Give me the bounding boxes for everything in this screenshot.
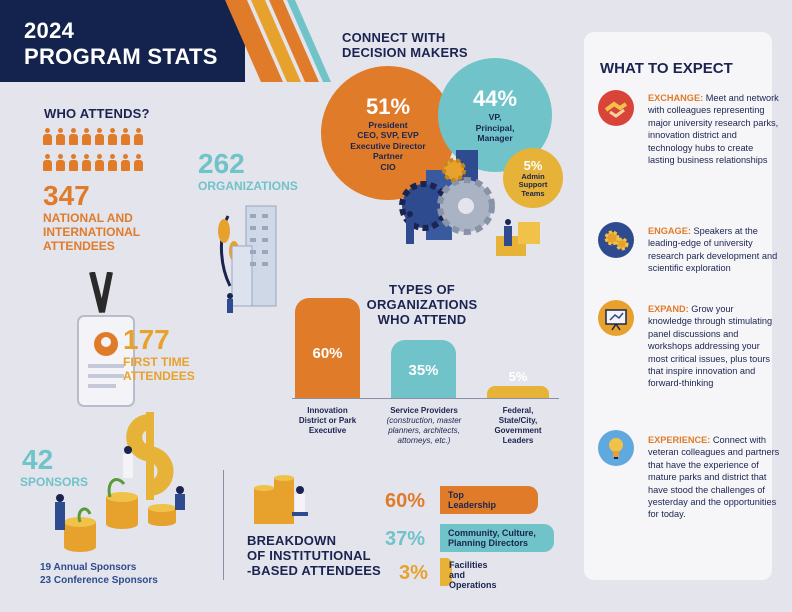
breakdown-label-1: Top Leadership xyxy=(448,490,497,510)
circle-51-label: President CEO, SVP, EVP Executive Director… xyxy=(350,119,426,172)
breakdown-pct-3: 3% xyxy=(399,562,428,584)
people-icons xyxy=(43,128,163,177)
coins-illustration xyxy=(254,475,308,524)
type-bar-2-pct: 35% xyxy=(408,362,439,379)
buildings-illustration xyxy=(218,205,277,313)
expect-experience: EXPERIENCE: Connect with veteran colleag… xyxy=(648,435,780,520)
type-label-1: Innovation District or Park Executive xyxy=(298,406,357,435)
breakdown-label-2: Community, Culture, Planning Directors xyxy=(448,528,536,548)
organizations-label: ORGANIZATIONS xyxy=(198,179,298,193)
connect-title: CONNECT WITH DECISION MAKERS xyxy=(342,30,468,60)
attendees-label: NATIONAL AND INTERNATIONAL ATTENDEES xyxy=(43,211,141,253)
person-icon xyxy=(121,154,130,172)
title-band xyxy=(0,0,245,82)
circle-44-label: VP, Principal, Manager xyxy=(475,112,515,144)
person-icon xyxy=(56,128,65,146)
attendees-count: 347 xyxy=(43,180,90,211)
expect-exchange: EXCHANGE: Meet and network with colleagu… xyxy=(648,93,779,166)
breakdown-bar-2: Community, Culture, Planning Directors xyxy=(440,524,554,552)
breakdown-bar-3 xyxy=(440,558,452,586)
circle-5: 5% Admin Support Teams xyxy=(503,148,563,208)
lightbulb-icon xyxy=(598,430,634,466)
person-icon xyxy=(95,128,104,146)
baseline xyxy=(292,398,559,399)
person-icon xyxy=(82,154,91,172)
handshake-icon xyxy=(598,90,634,126)
person-icon xyxy=(134,154,143,172)
person-icon xyxy=(56,154,65,172)
type-bar-3 xyxy=(487,386,549,398)
sponsors-breakdown: 19 Annual Sponsors 23 Conference Sponsors xyxy=(40,562,158,586)
person-icon xyxy=(95,154,104,172)
who-attends-title: WHO ATTENDS? xyxy=(44,106,150,121)
circle-5-pct: 5% xyxy=(523,157,543,173)
breakdown-label-3: Facilities and Operations xyxy=(449,560,497,590)
person-icon xyxy=(69,154,78,172)
person-icon xyxy=(108,128,117,146)
person-icon xyxy=(43,154,52,172)
breakdown-pct-1: 60% xyxy=(385,490,426,512)
type-bar-3-pct: 5% xyxy=(508,369,528,384)
gears-icon xyxy=(598,222,634,258)
person-icon xyxy=(82,128,91,146)
type-bar-1 xyxy=(295,298,360,398)
badge-illustration xyxy=(77,272,135,407)
person-icon xyxy=(108,154,117,172)
types-title: TYPES OF ORGANIZATIONS WHO ATTEND xyxy=(366,282,478,327)
breakdown-pct-2: 37% xyxy=(385,528,426,550)
expect-engage: ENGAGE: Speakers at the leading-edge of … xyxy=(648,226,778,274)
person-icon xyxy=(134,128,143,146)
person-icon xyxy=(43,128,52,146)
circle-5-label: Admin Support Teams xyxy=(518,171,548,198)
first-time-count: 177 xyxy=(123,324,170,355)
gears-illustration xyxy=(399,150,540,256)
person-icon xyxy=(121,128,130,146)
breakdown-bar-1: Top Leadership xyxy=(440,486,538,514)
sponsors-count: 42 xyxy=(22,444,54,475)
type-label-3: Federal, State/City, Government Leaders xyxy=(494,406,542,445)
expect-expand: EXPAND: Grow your knowledge through stim… xyxy=(648,304,773,389)
type-bar-1-pct: 60% xyxy=(312,345,343,362)
person-icon xyxy=(69,128,78,146)
decorative-stripes xyxy=(225,0,331,82)
type-label-2: Service Providers (construction, master p… xyxy=(386,406,462,445)
expect-title: WHAT TO EXPECT xyxy=(600,60,733,77)
presentation-icon xyxy=(598,300,634,336)
sponsors-label: SPONSORS xyxy=(20,475,89,489)
divider xyxy=(223,470,224,580)
type-bar-2 xyxy=(391,340,456,398)
sponsors-illustration xyxy=(55,412,185,552)
breakdown-title: BREAKDOWN OF INSTITUTIONAL -BASED ATTENDEE… xyxy=(247,533,381,578)
circle-44-pct: 44% xyxy=(472,86,518,112)
circle-51-pct: 51% xyxy=(365,93,411,119)
page-title: 2024 PROGRAM STATS xyxy=(24,18,218,69)
first-time-label: FIRST TIME ATTENDEES xyxy=(123,355,195,383)
organizations-count: 262 xyxy=(198,148,245,179)
